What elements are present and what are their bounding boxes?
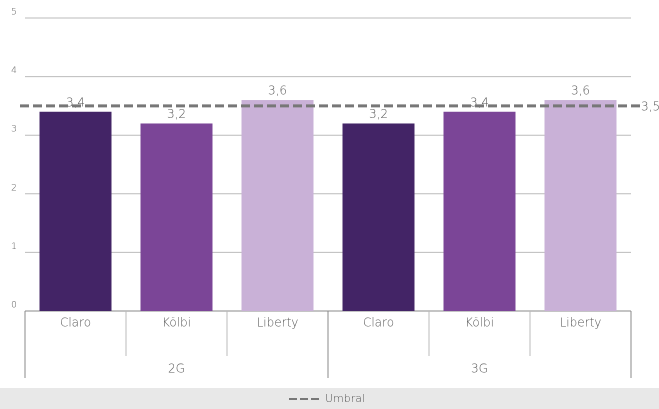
group-label: 2G — [168, 362, 185, 376]
x-tick-label: Claro — [60, 316, 91, 330]
x-tick-label: Kölbi — [162, 316, 191, 330]
bar — [342, 123, 415, 311]
value-label: 3,6 — [268, 84, 287, 98]
y-tick-label: 2 — [11, 183, 17, 193]
reference-label: 3,5 — [641, 99, 659, 113]
bar — [39, 111, 112, 311]
bar — [544, 100, 617, 311]
y-tick-label: 5 — [11, 8, 17, 18]
bar — [140, 123, 213, 311]
value-label: 3,6 — [571, 84, 590, 98]
value-label: 3,2 — [167, 107, 186, 121]
x-tick-label: Kölbi — [465, 316, 494, 330]
group-label: 3G — [471, 362, 488, 376]
legend-background — [0, 388, 659, 409]
bar — [241, 100, 314, 311]
x-tick-label: Liberty — [560, 316, 602, 330]
x-tick-label: Liberty — [257, 316, 299, 330]
y-tick-label: 4 — [11, 66, 17, 76]
y-tick-label: 0 — [11, 301, 17, 311]
y-tick-label: 3 — [11, 125, 17, 135]
value-label: 3,2 — [369, 107, 388, 121]
bar — [443, 111, 516, 311]
legend-label: Umbral — [325, 392, 365, 405]
value-label: 3,4 — [470, 95, 489, 109]
y-tick-label: 1 — [11, 242, 17, 252]
x-tick-label: Claro — [363, 316, 394, 330]
